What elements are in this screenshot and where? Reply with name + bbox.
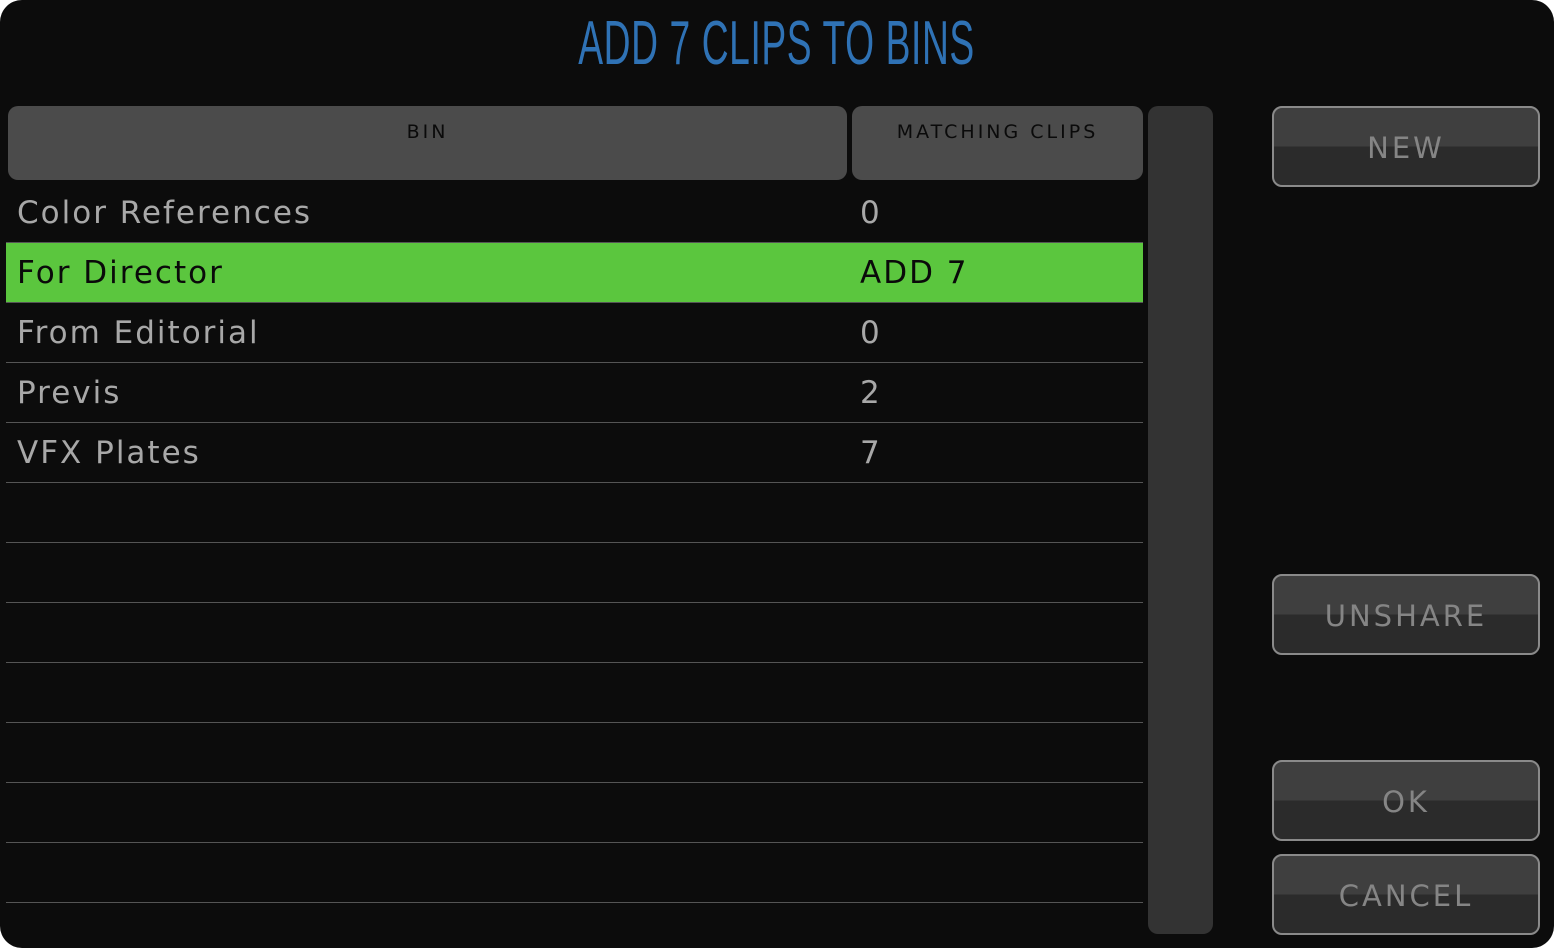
column-header-matching-clips[interactable]: MATCHING CLIPS (852, 106, 1143, 180)
matching-count: 0 (860, 315, 882, 351)
bin-name: VFX Plates (17, 435, 201, 471)
empty-row (6, 483, 1143, 543)
empty-row (6, 843, 1143, 903)
bin-name: For Director (17, 255, 224, 291)
column-header-bin[interactable]: BIN (8, 106, 847, 180)
empty-row (6, 603, 1143, 663)
new-button[interactable]: NEW (1272, 106, 1540, 187)
cancel-button[interactable]: CANCEL (1272, 854, 1540, 935)
empty-row (6, 723, 1143, 783)
bin-name: Color References (17, 195, 313, 231)
matching-count: 2 (860, 375, 882, 411)
bin-row[interactable]: For Director ADD 7 (6, 243, 1143, 303)
bin-list: Color References 0 For Director ADD 7 From E… (6, 183, 1143, 903)
empty-row (6, 783, 1143, 843)
matching-count: 0 (860, 195, 882, 231)
bin-name: Previs (17, 375, 122, 411)
unshare-button[interactable]: UNSHARE (1272, 574, 1540, 655)
ok-button[interactable]: OK (1272, 760, 1540, 841)
bin-name: From Editorial (17, 315, 260, 351)
dialog-title: ADD 7 CLIPS TO BINS (578, 9, 976, 78)
empty-row (6, 663, 1143, 723)
bin-row[interactable]: From Editorial 0 (6, 303, 1143, 363)
bin-row[interactable]: Previs 2 (6, 363, 1143, 423)
matching-count: 7 (860, 435, 882, 471)
bin-row[interactable]: VFX Plates 7 (6, 423, 1143, 483)
scrollbar[interactable] (1148, 106, 1213, 934)
empty-row (6, 543, 1143, 603)
matching-count: ADD 7 (860, 255, 969, 291)
bin-row[interactable]: Color References 0 (6, 183, 1143, 243)
